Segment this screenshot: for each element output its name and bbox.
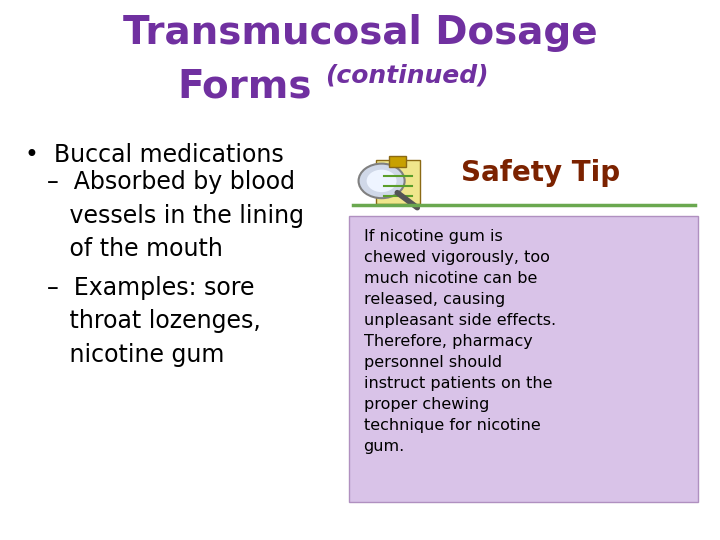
Text: Transmucosal Dosage: Transmucosal Dosage [122,14,598,51]
Text: –  Examples: sore: – Examples: sore [47,276,254,300]
Circle shape [366,170,397,192]
Text: Safety Tip: Safety Tip [461,159,620,187]
Text: vessels in the lining: vessels in the lining [47,204,304,227]
FancyBboxPatch shape [376,160,420,204]
Text: of the mouth: of the mouth [47,237,222,261]
Text: nicotine gum: nicotine gum [47,343,224,367]
FancyBboxPatch shape [389,156,406,167]
Text: –  Absorbed by blood: – Absorbed by blood [47,170,294,194]
Text: Forms: Forms [178,68,312,105]
Text: If nicotine gum is
chewed vigorously, too
much nicotine can be
released, causing: If nicotine gum is chewed vigorously, to… [364,230,556,455]
Circle shape [359,164,405,198]
Text: throat lozenges,: throat lozenges, [47,309,261,333]
FancyBboxPatch shape [349,216,698,502]
Text: •  Buccal medications: • Buccal medications [25,143,284,167]
Text: (continued): (continued) [325,64,489,87]
